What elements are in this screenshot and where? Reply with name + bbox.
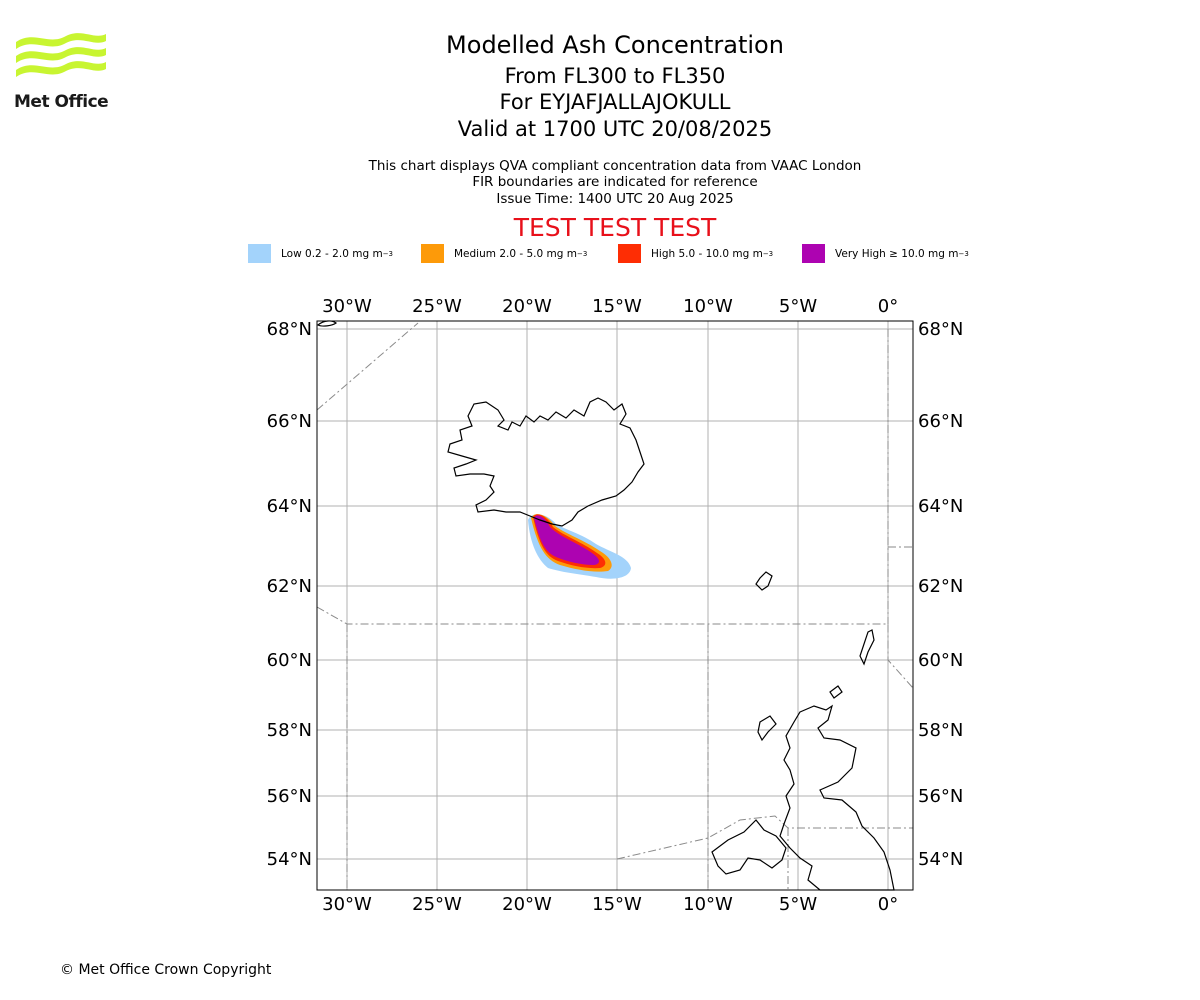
ash-cloud xyxy=(528,514,631,579)
subtitle-fir-note: FIR boundaries are indicated for referen… xyxy=(472,174,758,190)
ash-region-very-high xyxy=(534,515,600,565)
right-latitude-labels: 68°N 66°N 64°N 62°N 60°N 58°N 56°N 54°N xyxy=(918,319,963,870)
legend-label-high: High 5.0 - 10.0 mg m xyxy=(651,247,763,260)
test-banner: TEST TEST TEST xyxy=(513,213,717,242)
legend-swatch-very-high xyxy=(802,244,825,263)
left-latitude-labels: 68°N 66°N 64°N 62°N 60°N 58°N 56°N 54°N xyxy=(267,319,312,870)
lon-tick-label: 5°W xyxy=(779,296,817,317)
lon-tick-label: 10°W xyxy=(683,296,733,317)
ireland-coast xyxy=(711,819,787,875)
legend-item-very-high: Very High ≥ 10.0 mg m −3 xyxy=(802,244,969,263)
faroe-islands-coast xyxy=(755,571,773,591)
legend-unit-very-high: −3 xyxy=(958,249,969,258)
fir-boundary-line xyxy=(316,606,914,689)
great-britain-coast xyxy=(779,704,895,891)
lat-tick-label: 56°N xyxy=(918,786,963,807)
lat-tick-label: 64°N xyxy=(267,496,312,517)
met-office-logo: Met Office xyxy=(14,30,114,115)
lon-tick-label: 20°W xyxy=(502,296,552,317)
top-longitude-labels: 30°W 25°W 20°W 15°W 10°W 5°W 0° xyxy=(322,296,898,317)
subtitle-source: This chart displays QVA compliant concen… xyxy=(368,158,862,174)
legend-item-low: Low 0.2 - 2.0 mg m −3 xyxy=(248,244,393,263)
lat-tick-label: 54°N xyxy=(918,849,963,870)
chart-title: Modelled Ash Concentration xyxy=(446,31,784,59)
lat-tick-label: 62°N xyxy=(267,576,312,597)
legend-item-high: High 5.0 - 10.0 mg m −3 xyxy=(618,244,773,263)
orkney-coast xyxy=(829,685,843,699)
wave-logo-icon xyxy=(16,33,106,77)
valid-time: Valid at 1700 UTC 20/08/2025 xyxy=(457,117,773,141)
lat-tick-label: 66°N xyxy=(267,411,312,432)
lon-tick-label: 15°W xyxy=(592,894,642,915)
legend-unit-medium: −3 xyxy=(576,249,588,258)
hebrides-coast xyxy=(757,715,777,742)
lat-tick-label: 56°N xyxy=(267,786,312,807)
legend-item-medium: Medium 2.0 - 5.0 mg m −3 xyxy=(421,244,587,263)
lat-tick-label: 58°N xyxy=(918,720,963,741)
lon-tick-label: 25°W xyxy=(412,894,462,915)
logo-text: Met Office xyxy=(14,92,109,112)
flight-level-range: From FL300 to FL350 xyxy=(504,64,726,88)
coastlines xyxy=(316,320,895,891)
lon-tick-label: 25°W xyxy=(412,296,462,317)
legend-unit-high: −3 xyxy=(762,249,774,258)
lon-tick-label: 20°W xyxy=(502,894,552,915)
legend-swatch-low xyxy=(248,244,271,263)
legend-label-low: Low 0.2 - 2.0 mg m xyxy=(281,247,383,260)
bottom-longitude-labels: 30°W 25°W 20°W 15°W 10°W 5°W 0° xyxy=(322,894,898,915)
volcano-name: For EYJAFJALLAJOKULL xyxy=(499,90,731,114)
legend-label-medium: Medium 2.0 - 5.0 mg m xyxy=(454,247,577,260)
map-frame xyxy=(316,320,914,891)
legend-swatch-medium xyxy=(421,244,444,263)
lon-tick-label: 0° xyxy=(878,894,898,915)
lat-tick-label: 62°N xyxy=(918,576,963,597)
lat-tick-label: 68°N xyxy=(918,319,963,340)
lat-tick-label: 54°N xyxy=(267,849,312,870)
legend-swatch-high xyxy=(618,244,641,263)
lon-tick-label: 30°W xyxy=(322,894,372,915)
lat-tick-label: 64°N xyxy=(918,496,963,517)
issue-time: Issue Time: 1400 UTC 20 Aug 2025 xyxy=(496,191,734,207)
fir-boundary-line xyxy=(316,322,419,411)
iceland-coast xyxy=(447,397,645,527)
lon-tick-label: 10°W xyxy=(683,894,733,915)
legend-label-very-high: Very High ≥ 10.0 mg m xyxy=(835,247,959,260)
legend-unit-low: −3 xyxy=(382,249,394,258)
shetland-coast xyxy=(859,629,875,666)
fir-boundaries xyxy=(316,322,914,890)
lon-tick-label: 0° xyxy=(878,296,898,317)
copyright-notice: © Met Office Crown Copyright xyxy=(60,962,272,978)
lon-tick-label: 5°W xyxy=(779,894,817,915)
lat-tick-label: 60°N xyxy=(918,650,963,671)
fir-boundary-line xyxy=(616,815,913,860)
lon-tick-label: 30°W xyxy=(322,296,372,317)
lat-tick-label: 66°N xyxy=(918,411,963,432)
lat-tick-label: 60°N xyxy=(267,650,312,671)
lat-tick-label: 68°N xyxy=(267,319,312,340)
lon-tick-label: 15°W xyxy=(592,296,642,317)
greenland-coast xyxy=(316,320,338,327)
lat-tick-label: 58°N xyxy=(267,720,312,741)
map-gridlines xyxy=(317,321,913,890)
